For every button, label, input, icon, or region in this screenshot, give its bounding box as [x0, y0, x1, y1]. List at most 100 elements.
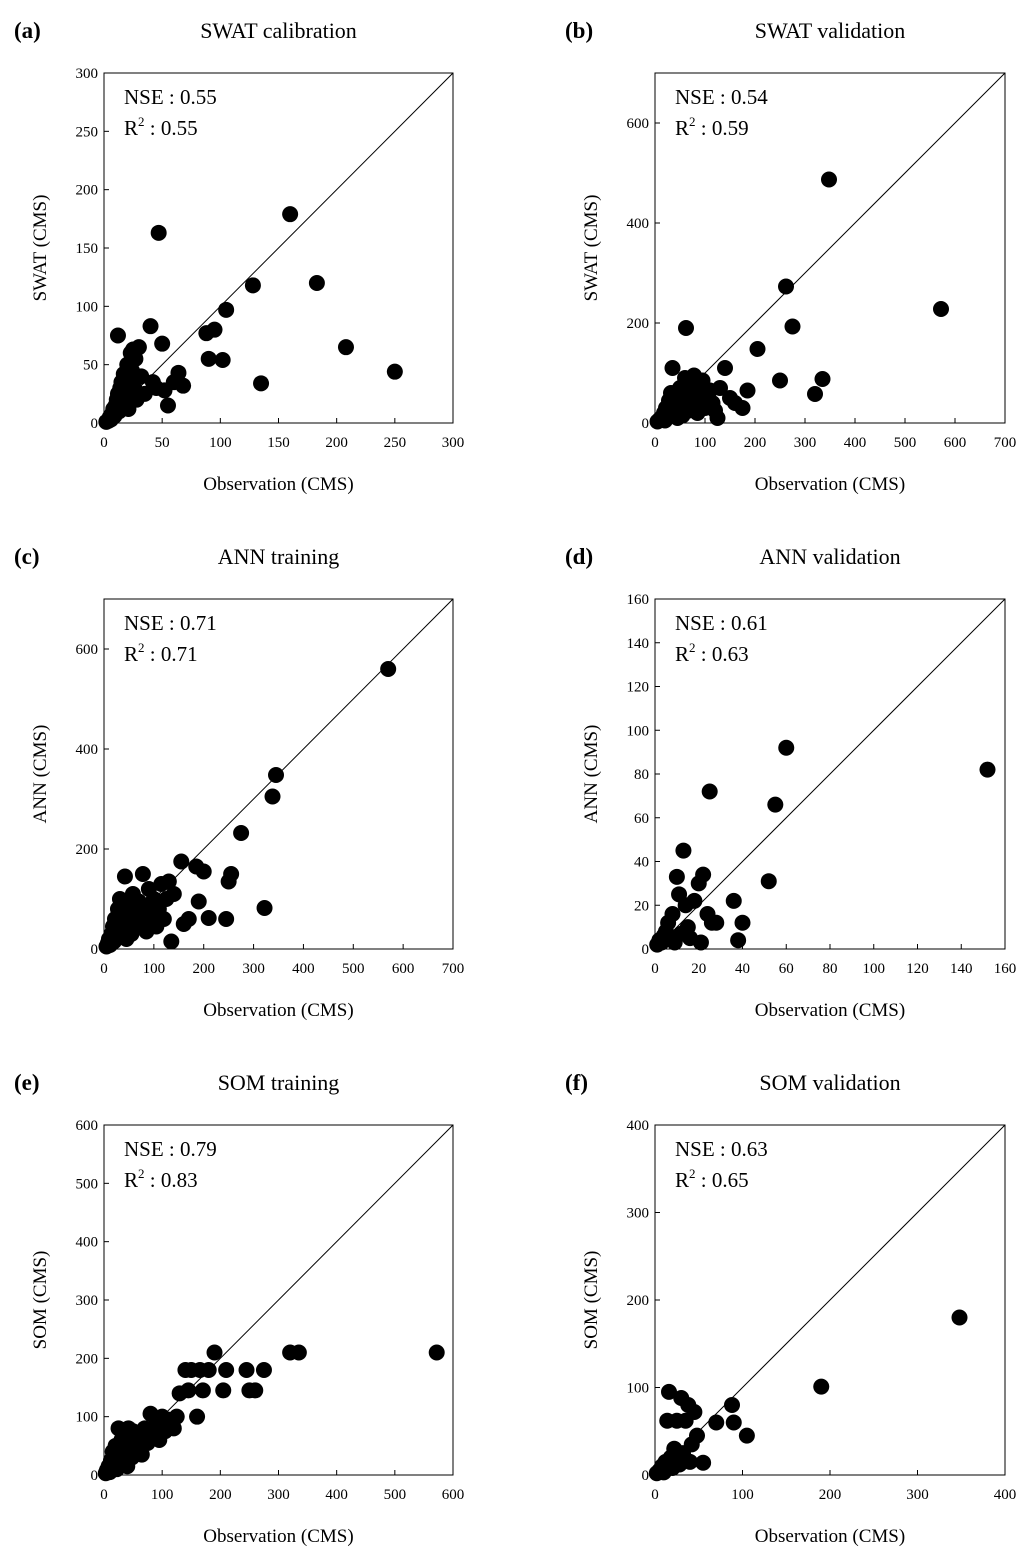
- panel-d-r2-prefix: R: [675, 642, 689, 666]
- panel-f-r2-prefix: R: [675, 1168, 689, 1192]
- panel-d-data-point: [675, 842, 692, 859]
- panel-f-data-point: [686, 1404, 703, 1420]
- panel-c-xlabel: Observation (CMS): [203, 1000, 353, 1021]
- panel-a-xtick-label: 250: [384, 435, 407, 451]
- panel-b-xtick-label: 500: [894, 435, 917, 451]
- panel-b-r2-text: R2 : 0.59: [675, 114, 749, 140]
- panel-a-data-point: [253, 375, 270, 392]
- panel-e-data-point: [218, 1362, 235, 1378]
- panel-c-r2-value: : 0.71: [145, 642, 198, 666]
- panel-e-xtick-label: 300: [267, 1487, 290, 1503]
- panel-e-data-point: [428, 1344, 445, 1361]
- panel-e-xtick-label: 200: [209, 1487, 232, 1503]
- panel-d-data-point: [767, 796, 784, 813]
- panel-c-data-point: [200, 910, 217, 926]
- panel-c-data-point: [190, 893, 207, 910]
- panel-e-xlabel: Observation (CMS): [203, 1526, 353, 1547]
- panel-a-data-point: [150, 224, 167, 241]
- panel-c-title: ANN training: [218, 544, 340, 569]
- panel-f-data-point: [689, 1427, 705, 1444]
- panel-e-data-point: [255, 1362, 272, 1378]
- panel-d-title: ANN validation: [759, 544, 900, 569]
- panel-f-r2-text: R2 : 0.65: [675, 1166, 749, 1192]
- panel-a-xtick-label: 50: [155, 435, 170, 451]
- panel-b-one-to-one-line: [654, 72, 1006, 424]
- panel-c-ytick-label: 600: [76, 642, 99, 658]
- panel-a-data-point: [308, 275, 325, 291]
- panel-c-data-point: [116, 868, 133, 885]
- panel-b-points: [649, 171, 949, 430]
- panel-a-data-point: [142, 318, 159, 335]
- panel-d-data-point: [695, 866, 712, 883]
- panel-e-data-point: [189, 1408, 206, 1425]
- panel-b-data-point: [664, 360, 681, 376]
- panel-b-data-point: [933, 301, 949, 317]
- panel-b-data-point: [717, 360, 733, 376]
- panel-e-ytick-label: 300: [76, 1293, 99, 1309]
- panel-c-xtick-label: 700: [442, 961, 465, 977]
- panel-a-ytick-label: 0: [91, 416, 99, 432]
- panel-f-xtick-label: 400: [994, 1487, 1017, 1503]
- panel-c-plot-frame: [103, 598, 454, 950]
- panel-d-xtick-label: 80: [823, 961, 838, 977]
- panel-f-data-point: [695, 1454, 712, 1471]
- panel-e: (e) SOM training 0 100 200 300 400 500 600 0 100 20…: [14, 1070, 464, 1547]
- panel-f-ytick-label: 300: [627, 1206, 650, 1222]
- panel-e-data-point: [200, 1362, 217, 1378]
- panel-e-ytick-label: 500: [76, 1176, 99, 1192]
- panel-e-ytick-label: 100: [76, 1410, 99, 1426]
- panel-b-xtick-label: 600: [944, 435, 967, 451]
- panel-e-ytick-label: 0: [91, 1468, 99, 1484]
- panel-b-data-point: [807, 386, 823, 402]
- panel-c-ytick-label: 400: [76, 742, 99, 758]
- panel-f-xtick-label: 100: [731, 1487, 754, 1503]
- panel-c-data-point: [173, 853, 190, 870]
- panel-c-data-point: [180, 911, 197, 927]
- panel-b-data-point: [778, 278, 794, 295]
- panel-d-r2-text: R2 : 0.63: [675, 640, 749, 666]
- panel-b-xtick-label: 100: [694, 435, 717, 451]
- panel-f-label: (f): [565, 1070, 588, 1095]
- panel-f-r2-value: : 0.65: [696, 1168, 749, 1192]
- panel-a-xlabel: Observation (CMS): [203, 474, 353, 495]
- panel-d-xtick-label: 160: [994, 961, 1017, 977]
- panel-c-xtick-label: 200: [192, 961, 215, 977]
- panel-a-data-point: [159, 397, 176, 414]
- panel-a-ytick-label: 50: [83, 358, 98, 374]
- panel-d-r2-superscript: 2: [689, 640, 696, 655]
- panel-b-r2-prefix: R: [675, 116, 689, 140]
- panel-d-ytick-label: 160: [627, 592, 650, 608]
- panel-d-ytick-label: 80: [634, 767, 649, 783]
- panel-c-nse-text: NSE : 0.71: [124, 611, 217, 635]
- panel-c-data-point: [233, 825, 250, 841]
- panel-a-r2-prefix: R: [124, 116, 138, 140]
- panel-a-xtick-label: 300: [442, 435, 465, 451]
- panel-c-ytick-label: 0: [91, 942, 99, 958]
- panel-a-data-point: [175, 377, 192, 394]
- panel-d-ytick-label: 140: [627, 636, 650, 652]
- panel-d-r2-value: : 0.63: [696, 642, 749, 666]
- panel-b-data-point: [821, 171, 837, 188]
- panel-b-data-point: [784, 318, 801, 335]
- panel-c-data-point: [165, 886, 182, 902]
- panel-e-data-point: [168, 1408, 185, 1425]
- panel-b-title: SWAT validation: [755, 18, 906, 43]
- panel-d: (d) ANN validation 0 20 40 60 80 100 120 140 160 0 2…: [565, 544, 1016, 1021]
- panel-b-data-point: [772, 372, 788, 389]
- panel-c-r2-text: R2 : 0.71: [124, 640, 198, 666]
- panel-b-data-point: [678, 320, 694, 336]
- panel-d-label: (d): [565, 544, 593, 569]
- panel-c-ytick-label: 200: [76, 842, 99, 858]
- panel-f-data-point: [708, 1414, 725, 1431]
- panel-c-data-point: [268, 767, 285, 783]
- panel-b-xtick-label: 0: [651, 435, 659, 451]
- panel-f-data-point: [724, 1397, 740, 1413]
- panel-d-ytick-label: 60: [634, 811, 649, 827]
- panel-f: (f) SOM validation 0 100 200 300 400 0 100 200 300…: [565, 1070, 1016, 1547]
- panel-d-xtick-label: 100: [863, 961, 886, 977]
- panel-d-xtick-label: 120: [906, 961, 929, 977]
- panel-e-r2-superscript: 2: [138, 1166, 145, 1181]
- panel-c-xtick-label: 0: [100, 961, 108, 977]
- panel-e-data-point: [194, 1382, 211, 1399]
- panel-d-ytick-label: 0: [642, 942, 650, 958]
